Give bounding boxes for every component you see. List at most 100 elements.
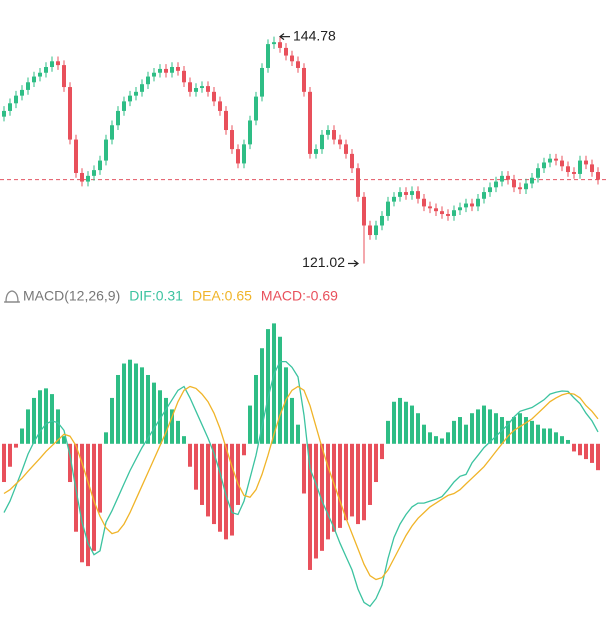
candle-body (194, 88, 198, 92)
histogram-bar (122, 363, 126, 444)
histogram-bar (332, 443, 336, 532)
candle-body (224, 110, 228, 131)
candle-body (20, 89, 24, 96)
histogram-bar (32, 397, 36, 444)
candle-body (590, 164, 594, 173)
candle-body (242, 144, 246, 164)
histogram-bar (230, 443, 234, 536)
candle-body (398, 192, 402, 197)
histogram-bar (362, 443, 366, 521)
histogram-bar (8, 443, 12, 467)
candle-body (200, 86, 204, 89)
bell-body (5, 290, 19, 303)
candle-body (554, 158, 558, 161)
candle-body (98, 160, 102, 171)
candle-body (488, 187, 492, 193)
candle-body (458, 207, 462, 211)
histogram-bar (56, 409, 60, 444)
candle-body (392, 196, 396, 202)
histogram-bar (38, 390, 42, 444)
candle-body (122, 101, 126, 111)
candle-body (542, 162, 546, 169)
arrow-head (279, 33, 285, 41)
histogram-bar (464, 424, 468, 444)
histogram-bar (50, 394, 54, 444)
histogram-bar (224, 443, 228, 540)
candle-body (446, 214, 450, 216)
histogram-bar (554, 432, 558, 444)
histogram-bar (410, 405, 414, 444)
histogram-bar (146, 374, 150, 444)
bell-icon (4, 290, 20, 303)
histogram-bar (488, 409, 492, 444)
histogram-bar (290, 397, 294, 444)
histogram-bar (236, 443, 240, 505)
histogram-bar (392, 401, 396, 444)
histogram-bar (164, 397, 168, 444)
histogram-bar (260, 348, 264, 444)
histogram-bar (20, 428, 24, 444)
histogram-bar (308, 443, 312, 570)
histogram-bar (536, 424, 540, 444)
histogram-bar (254, 374, 258, 444)
candle-body (254, 96, 258, 121)
legend-label: DIF:0.31 (129, 288, 183, 304)
candle-body (290, 55, 294, 62)
candle-body (104, 139, 108, 161)
candle-body (470, 203, 474, 207)
histogram-bar (170, 409, 174, 444)
candle-body (380, 215, 384, 226)
histogram-bar (338, 443, 342, 528)
candle-body (206, 86, 210, 92)
candle-body (50, 61, 54, 68)
histogram-bar (428, 432, 432, 444)
candle-body (26, 82, 30, 90)
candle-body (248, 120, 252, 145)
candle-body (32, 76, 36, 83)
histogram-bar (494, 413, 498, 444)
histogram-bar (194, 443, 198, 490)
candle-body (284, 47, 288, 56)
candle-body (86, 175, 90, 182)
histogram-bar (188, 443, 192, 467)
candle-body (518, 187, 522, 190)
arrow-head (353, 260, 359, 267)
candle-body (92, 170, 96, 176)
candle-body (494, 181, 498, 188)
histogram-bar (326, 443, 330, 540)
candle-body (344, 144, 348, 154)
candle-body (134, 91, 138, 96)
candle-body (272, 42, 276, 45)
histogram-bar (440, 438, 444, 444)
histogram-bar (200, 443, 204, 505)
histogram-bar (242, 443, 246, 456)
candle-body (188, 82, 192, 92)
histogram-bar (44, 388, 48, 444)
candle-body (368, 225, 372, 236)
candle-body (464, 203, 468, 208)
candle-body (230, 130, 234, 150)
histogram-bar (116, 374, 120, 444)
histogram-bar (542, 428, 546, 444)
candle-body (146, 76, 150, 85)
candle-body (260, 67, 264, 97)
candle-body (440, 211, 444, 215)
legend-label: DEA:0.65 (192, 288, 252, 304)
candle-body (500, 175, 504, 182)
histogram-bar (470, 413, 474, 444)
indicator-line (3, 360, 599, 608)
candle-body (44, 67, 48, 73)
legend-label: MACD:-0.69 (261, 288, 338, 304)
histogram-bar (206, 443, 210, 517)
candle-body (176, 67, 180, 71)
histogram-bar (14, 443, 18, 448)
histogram-bar (596, 443, 600, 471)
histogram-bar (128, 359, 132, 444)
candle-body (74, 139, 78, 173)
histogram-bar (530, 420, 534, 444)
candle-body (236, 149, 240, 164)
histogram-bar (560, 436, 564, 444)
candle-body (374, 225, 378, 236)
histogram-bar (248, 405, 252, 444)
